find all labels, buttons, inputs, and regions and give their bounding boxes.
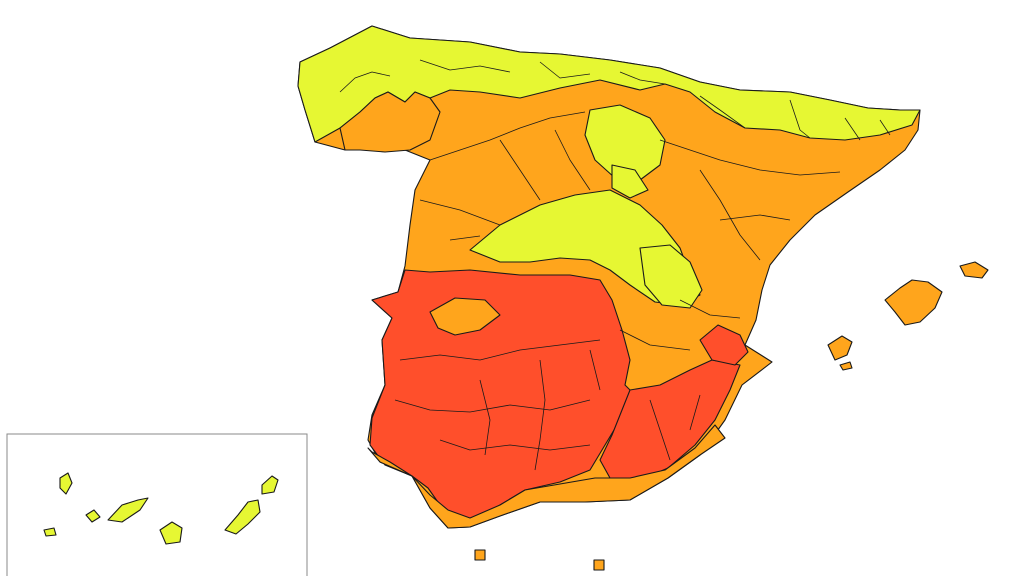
island-gran-canaria xyxy=(159,521,183,545)
canary-islands xyxy=(43,472,279,545)
island-la-gomera xyxy=(85,509,101,523)
zone-upper-central-c xyxy=(611,164,649,199)
island-ibiza xyxy=(827,335,853,361)
island-menorca xyxy=(959,261,989,279)
island-lanzarote xyxy=(261,475,279,495)
zone-southwest xyxy=(369,269,641,526)
island-el-hierro xyxy=(43,527,57,537)
internal-borders-north xyxy=(339,59,891,141)
island-formentera xyxy=(839,361,853,371)
island-la-palma xyxy=(59,472,73,495)
canary-inset-frame xyxy=(6,433,308,576)
zone-upper-central-b xyxy=(469,189,701,306)
island-tenerife xyxy=(107,497,149,523)
city-melilla xyxy=(593,559,605,571)
zone-murcia-red xyxy=(699,324,749,366)
internal-borders-central xyxy=(419,111,841,351)
island-mallorca xyxy=(884,279,943,326)
zone-extremadura-notch xyxy=(429,297,501,336)
island-fuerteventura xyxy=(224,499,261,535)
zone-galicia-inland xyxy=(339,91,441,153)
internal-borders-south xyxy=(394,339,701,471)
zone-southeast xyxy=(599,359,741,481)
city-ceuta xyxy=(474,549,486,561)
zone-east-yellow xyxy=(639,244,703,309)
zone-upper-central-a xyxy=(584,104,666,181)
zone-south-coast xyxy=(367,424,726,529)
